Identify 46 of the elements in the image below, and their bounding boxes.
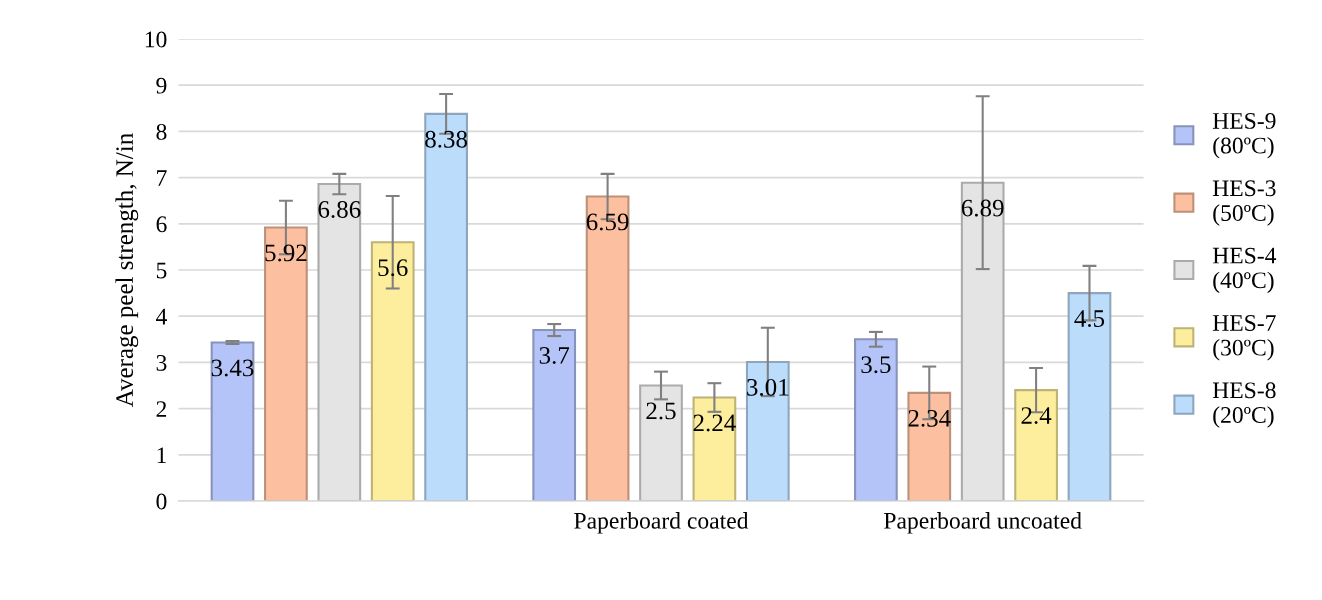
data-label: 8.38 [425,130,468,148]
bar [585,195,630,501]
y-tick-label: 3 [156,354,167,371]
legend-label: HES-9 (80ºC) [1212,113,1276,159]
y-tick-label: 10 [145,31,167,48]
y-tick-label: 7 [157,170,167,186]
legend-label: HES-7 (30ºC) [1212,315,1276,361]
y-tick-label: 8 [156,123,167,140]
y-tick-label: 0 [156,493,167,510]
data-label: 2.24 [693,414,736,432]
bar [1014,389,1058,501]
data-label: 6.89 [961,199,1004,217]
bar [264,226,308,501]
bar [424,112,468,501]
bar [854,338,898,501]
data-label: 5.6 [378,259,408,277]
legend-label: HES-3 (50ºC) [1212,180,1276,226]
bar [907,391,952,501]
y-tick-label: 2 [156,401,167,417]
data-label: 4.5 [1074,310,1105,328]
x-tick-label: Paperboard uncoated [884,512,1082,534]
x-tick-label: Paperboard coated [574,512,749,534]
y-tick-label: 4 [156,308,167,325]
data-label: 6.86 [318,201,361,218]
data-label: 2.4 [1021,407,1052,425]
y-tick-label: 5 [156,262,167,279]
y-tick-label: 1 [157,447,166,463]
bar [370,241,415,501]
bar [692,396,737,501]
legend-label: HES-4 (40ºC) [1212,247,1277,294]
data-label: 3.5 [861,356,891,374]
data-label: 3.01 [747,378,789,396]
data-label: 6.59 [586,213,629,231]
data-label: 2.34 [908,409,951,427]
bar [1067,292,1112,501]
y-tick-label: 9 [156,77,167,94]
data-label: 2.5 [646,402,676,420]
legend-label: HES-8 (20ºC) [1212,382,1276,428]
y-tick-label: 6 [156,216,167,233]
bar [532,329,577,501]
y-axis-title: Average peel strength, N/in [115,133,139,407]
data-label: 5.92 [265,244,307,262]
bar [210,341,255,501]
bar [745,360,790,501]
data-label: 3.7 [539,347,570,364]
data-label: 3.43 [211,359,254,377]
